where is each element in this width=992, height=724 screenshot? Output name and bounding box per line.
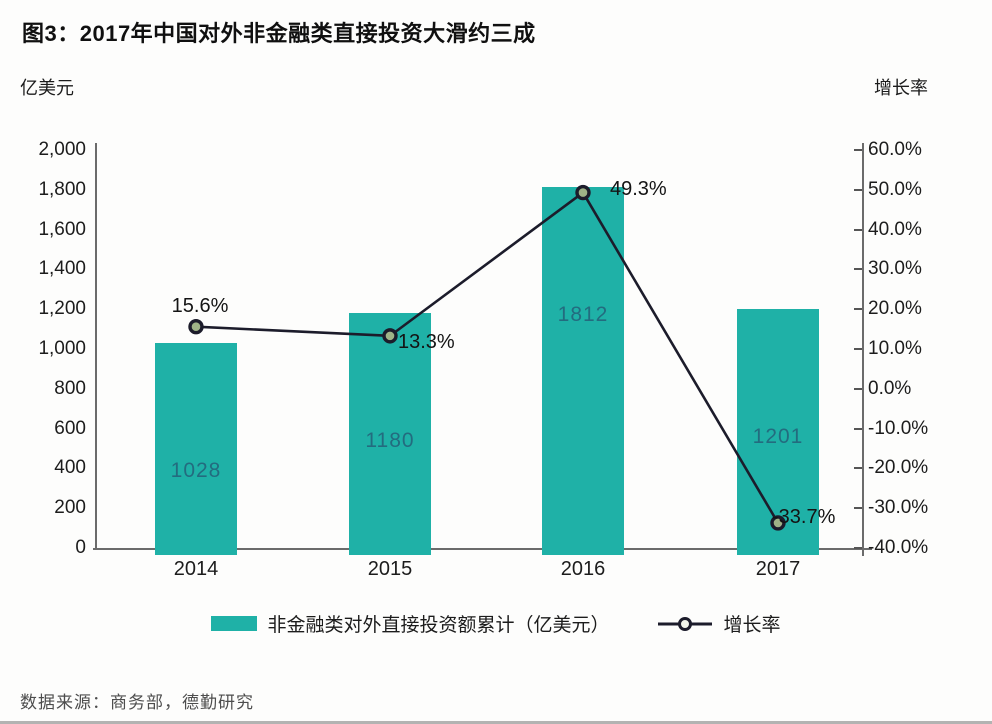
x-axis-label-2017: 2017	[755, 558, 801, 580]
x-axis-line	[93, 548, 872, 550]
x-axis-label-2015: 2015	[367, 558, 413, 580]
legend-item-bars: 非金融类对外直接投资额累计（亿美元）	[211, 610, 610, 637]
growth-point-label: -33.7%	[772, 506, 836, 528]
left-axis-tick-label: 600	[54, 417, 86, 439]
left-axis-tick-label: 2,000	[38, 139, 86, 160]
right-axis-tick-label: -10.0%	[868, 417, 929, 439]
bottom-edge-divider	[0, 721, 992, 724]
right-axis-tick-mark	[854, 348, 862, 350]
right-axis-tick-mark	[854, 268, 862, 271]
right-axis-tick-label: 0.0%	[868, 377, 912, 399]
right-axis-tick-mark	[854, 308, 862, 311]
right-axis-tick-label: 40.0%	[868, 218, 922, 240]
x-axis-label-2014: 2014	[173, 558, 219, 580]
line-legend-label: 增长率	[723, 615, 781, 636]
left-axis-tick-label: 400	[54, 457, 86, 479]
chart-title: 图3：2017年中国对外非金融类直接投资大滑约三成	[22, 21, 536, 46]
left-axis-tick-label: 200	[54, 497, 86, 519]
left-axis-tick-label: 1,600	[38, 218, 86, 240]
left-axis-tick-label: 1,200	[38, 298, 86, 320]
left-axis-tick-label: 1,800	[38, 178, 86, 200]
legend: 非金融类对外直接投资额累计（亿美元） 增长率	[0, 610, 992, 637]
right-axis-unit-label: 增长率	[874, 78, 928, 98]
bar-legend-label: 非金融类对外直接投资额累计（亿美元）	[267, 615, 610, 636]
bar-value-label: 1201	[752, 425, 804, 448]
data-source-note: 数据来源：商务部，德勤研究	[20, 693, 254, 712]
right-axis-tick-mark	[854, 387, 862, 390]
right-axis-tick-label: 60.0%	[868, 139, 922, 160]
right-axis-tick-mark	[854, 188, 862, 191]
bar-2015	[349, 313, 431, 555]
line-marker	[188, 319, 204, 335]
bar-value-label: 1028	[170, 459, 222, 483]
bar-2017	[737, 309, 819, 555]
right-axis-tick-label: -30.0%	[868, 497, 929, 519]
right-axis-tick-label: 10.0%	[868, 338, 922, 359]
right-axis-tick-mark	[854, 149, 862, 151]
right-axis-tick-label: -40.0%	[868, 537, 929, 558]
line-marker	[770, 515, 786, 531]
legend-item-line: 增长率	[656, 610, 781, 637]
growth-point-label: 15.6%	[171, 295, 229, 317]
right-axis-tick-mark	[854, 467, 862, 470]
right-axis-line	[862, 143, 864, 556]
right-axis-tick-label: 50.0%	[868, 178, 922, 200]
bar-legend-swatch	[211, 616, 258, 631]
left-axis-tick-label: 800	[54, 377, 86, 399]
right-axis-tick-label: -20.0%	[868, 457, 929, 479]
bar-2016	[542, 187, 624, 555]
left-axis-unit-label: 亿美元	[20, 78, 74, 98]
growth-point-label: 49.3%	[610, 178, 667, 200]
line-marker	[382, 328, 398, 344]
left-axis-line	[95, 143, 97, 548]
bar-value-label: 1812	[557, 303, 609, 327]
x-axis-label-2016: 2016	[560, 558, 606, 580]
bar-2014	[155, 343, 237, 555]
right-axis-tick-mark	[854, 507, 862, 510]
right-axis-tick-label: 30.0%	[868, 258, 922, 280]
right-axis-tick-mark	[854, 427, 862, 430]
line-legend-marker-icon	[657, 616, 712, 631]
left-axis-tick-label: 1,000	[38, 338, 86, 359]
growth-point-label: 13.3%	[398, 331, 455, 353]
right-axis-tick-mark	[854, 228, 862, 231]
right-axis-tick-label: 20.0%	[868, 298, 922, 320]
right-axis-tick-mark	[854, 547, 862, 549]
left-axis-tick-label: 1,400	[38, 258, 86, 280]
left-axis-tick-label: 0	[75, 537, 86, 558]
bar-value-label: 1180	[365, 429, 415, 453]
line-marker	[575, 184, 591, 201]
